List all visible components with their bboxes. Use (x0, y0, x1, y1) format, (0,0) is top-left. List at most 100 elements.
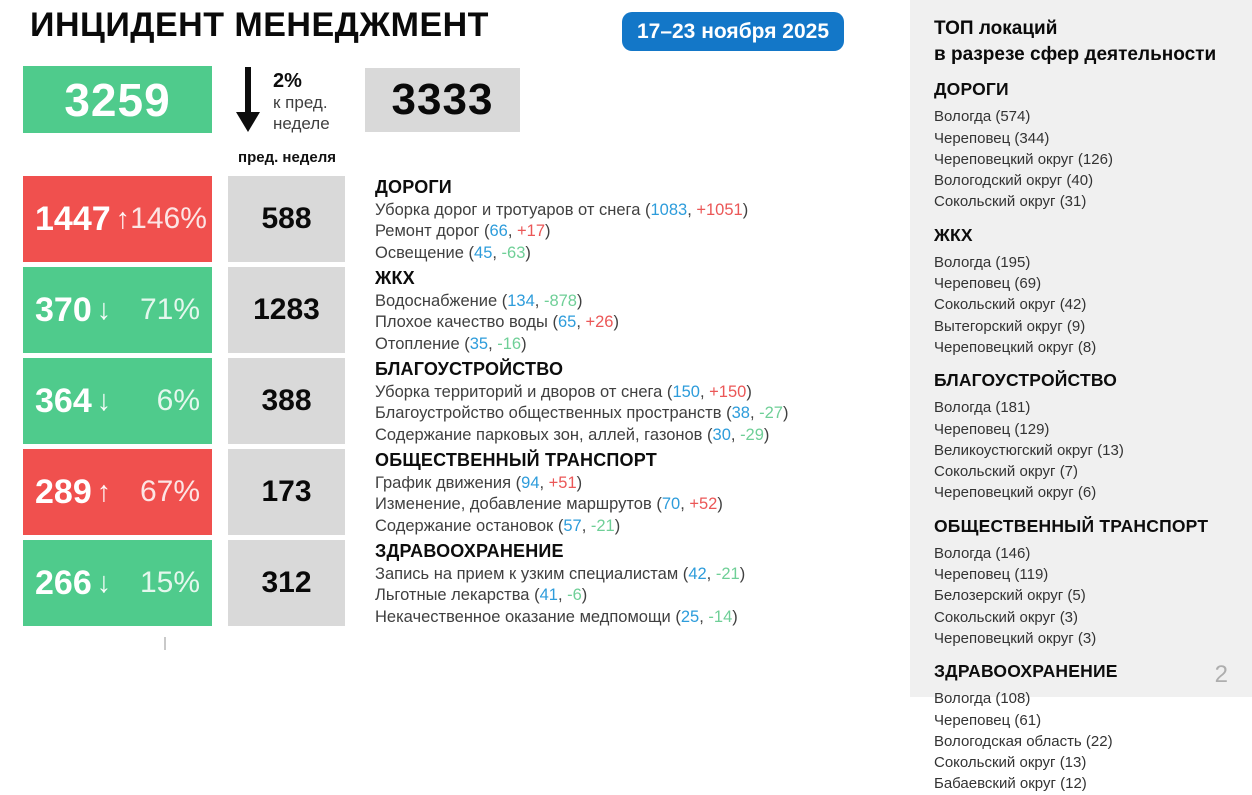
current-count: 370 (35, 290, 92, 329)
previous-count-box: 588 (228, 176, 345, 262)
location-item: Белозерский округ (5) (934, 587, 1086, 605)
item-delta: -6 (567, 586, 582, 605)
location-item: Череповец (119) (934, 566, 1049, 584)
previous-count: 588 (261, 202, 312, 235)
previous-total-box: 3333 (365, 68, 520, 132)
current-count: 364 (35, 381, 92, 420)
section-title: ЗДРАВООХРАНЕНИЕ (934, 661, 1118, 682)
item-value: 38 (731, 404, 750, 423)
item-label: Уборка территорий и дворов от снега (375, 383, 663, 401)
previous-total-value: 3333 (391, 75, 494, 124)
item-delta: -63 (501, 243, 526, 262)
sidebar-title-line2: в разрезе сфер деятельности (934, 43, 1217, 65)
prev-week-label: пред. неделя (238, 149, 336, 166)
current-count-box: 364 ↓ 6% (23, 358, 212, 444)
location-item: Великоустюгский округ (13) (934, 441, 1124, 459)
item-label: График движения (375, 474, 512, 492)
category-item: Содержание парковых зон, аллей, газонов … (375, 425, 770, 444)
change-caption-line1: к пред. (273, 93, 328, 113)
item-value: 70 (661, 495, 681, 514)
item-value: 1083 (650, 201, 688, 219)
current-total-value: 3259 (64, 73, 171, 126)
category-item: Благоустройство общественных пространств… (375, 404, 789, 423)
sidebar-section-utilities: ЖКХ Вологда (195) Череповец (69) Сокольс… (934, 225, 1240, 358)
trend-up-icon: ↑ (115, 202, 131, 235)
category-item: Содержание остановок (57, -21) (375, 516, 621, 535)
item-label: Отопление (375, 334, 460, 353)
category-item: Некачественное оказание медпомощи (25, -… (375, 607, 738, 626)
category-title: ОБЩЕСТВЕННЫЙ ТРАНСПОРТ (375, 450, 657, 470)
item-delta: -14 (708, 607, 733, 626)
category-row: 266 ↓ 15% 312 ЗДРАВООХРАНЕНИЕ Запись на п… (23, 540, 788, 626)
change-percent: 2% (273, 70, 302, 92)
category-row: 370 ↓ 71% 1283 ЖКХ Водоснабжение (134, -8… (23, 267, 788, 353)
category-item: Плохое качество воды (65, +26) (375, 313, 619, 332)
item-label: Благоустройство общественных пространств (375, 404, 722, 423)
previous-count-box: 312 (228, 540, 345, 626)
sidebar-section-transport: ОБЩЕСТВЕННЫЙ ТРАНСПОРТ Вологда (146) Чер… (934, 516, 1240, 649)
category-item: Отопление (35, -16) (375, 334, 527, 353)
item-value: 42 (688, 565, 707, 583)
item-label: Ремонт дорог (375, 222, 480, 241)
location-item: Вологда (146) (934, 544, 1031, 562)
previous-count: 388 (261, 384, 312, 417)
category-rows: 1447 ↑ 146% 588 ДОРОГИ Уборка дорог и тро… (23, 176, 788, 626)
item-value: 25 (680, 607, 700, 626)
current-count-box: 266 ↓ 15% (23, 540, 212, 626)
item-label: Плохое качество воды (375, 313, 548, 332)
previous-count: 173 (261, 475, 312, 508)
previous-count-box: 173 (228, 449, 345, 535)
change-summary: 2% к пред. неделе (273, 69, 330, 135)
item-label: Водоснабжение (375, 292, 498, 310)
location-item: Вологодский округ (40) (934, 172, 1094, 190)
item-delta: +51 (548, 474, 577, 492)
sidebar-section-improvement: БЛАГОУСТРОЙСТВО Вологда (181) Череповец … (934, 370, 1240, 503)
item-label: Содержание остановок (375, 516, 554, 535)
location-item: Вытегорский округ (9) (934, 317, 1086, 335)
location-item: Вологодская область (22) (934, 732, 1113, 750)
item-value: 94 (521, 474, 540, 492)
sidebar-section-roads: ДОРОГИ Вологда (574) Череповец (344) Чер… (934, 79, 1240, 212)
trend-up-icon: ↑ (96, 475, 112, 508)
trend-down-icon: ↓ (96, 384, 112, 417)
trend-down-icon: ↓ (96, 566, 112, 599)
category-item: Запись на прием к узким специалистам (42… (375, 565, 746, 583)
item-delta: -878 (543, 292, 577, 310)
location-item: Сокольский округ (13) (934, 754, 1087, 772)
item-label: Некачественное оказание медпомощи (375, 607, 671, 626)
item-delta: +150 (709, 383, 747, 401)
location-item: Череповец (69) (934, 275, 1042, 293)
item-label: Содержание парковых зон, аллей, газонов (375, 425, 703, 444)
previous-count: 1283 (253, 293, 320, 326)
category-title: ЖКХ (375, 268, 415, 288)
location-item: Вологда (181) (934, 399, 1031, 417)
location-item: Череповецкий округ (3) (934, 629, 1097, 647)
location-item: Вологда (195) (934, 253, 1031, 271)
location-item: Вологда (108) (934, 690, 1031, 708)
location-item: Сокольский округ (42) (934, 296, 1087, 314)
item-value: 35 (469, 334, 489, 353)
category-row: 364 ↓ 6% 388 БЛАГОУСТРОЙСТВО Уборка терри… (23, 358, 788, 444)
page-title: ИНЦИДЕНТ МЕНЕДЖМЕНТ (30, 6, 489, 44)
category-title: ДОРОГИ (375, 177, 452, 197)
current-count-box: 370 ↓ 71% (23, 267, 212, 353)
location-item: Череповецкий округ (126) (934, 150, 1113, 168)
change-percent: 146% (130, 202, 207, 235)
item-label: Льготные лекарства (375, 586, 530, 605)
category-title: ЗДРАВООХРАНЕНИЕ (375, 541, 564, 561)
item-value: 134 (507, 292, 535, 310)
location-item: Бабаевский округ (12) (934, 775, 1087, 793)
location-item: Сокольский округ (7) (934, 463, 1079, 481)
location-item: Череповецкий округ (6) (934, 484, 1097, 502)
section-title: ОБЩЕСТВЕННЫЙ ТРАНСПОРТ (934, 515, 1209, 536)
current-count: 1447 (35, 199, 111, 238)
item-label: Запись на прием к узким специалистам (375, 565, 679, 583)
item-delta: +17 (517, 222, 546, 241)
change-percent: 67% (139, 475, 200, 508)
change-caption-line2: неделе (273, 114, 330, 134)
category-item: Льготные лекарства (41, -6) (375, 586, 588, 605)
trend-down-icon: ↓ (96, 293, 112, 326)
item-delta: +1051 (696, 201, 743, 219)
item-delta: -29 (740, 425, 764, 444)
previous-count-box: 388 (228, 358, 345, 444)
